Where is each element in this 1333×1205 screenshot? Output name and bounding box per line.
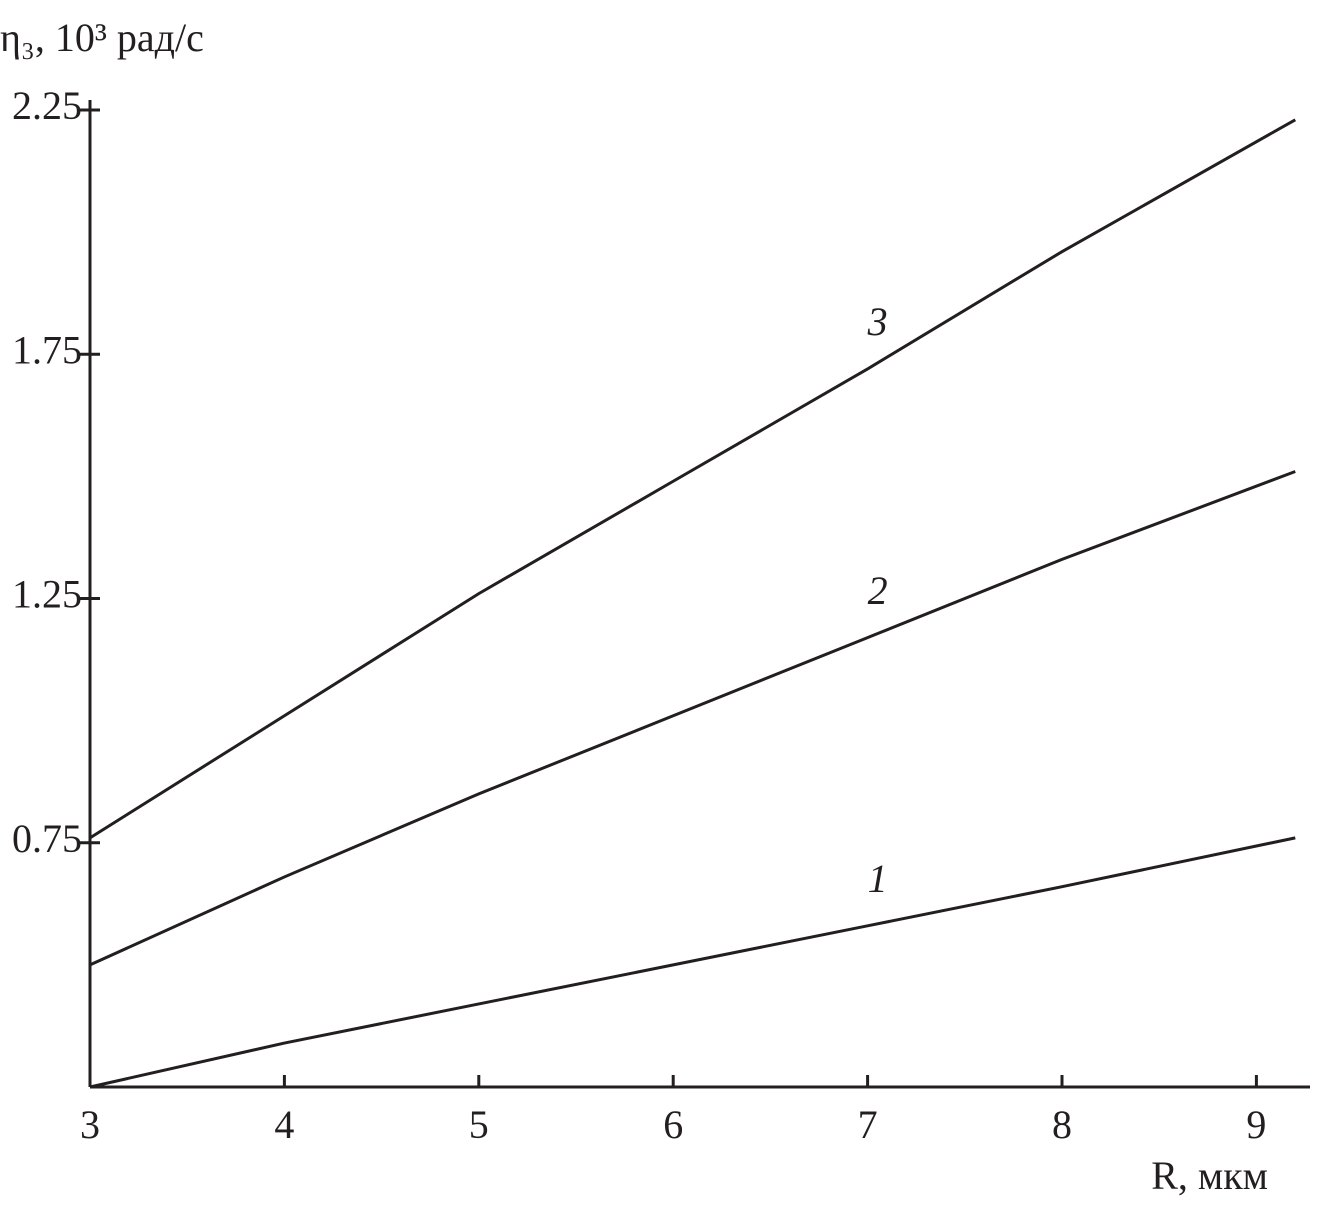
x-tick-label: 6 xyxy=(663,1102,683,1147)
x-tick-label: 9 xyxy=(1246,1102,1266,1147)
y-tick-label: 1.25 xyxy=(12,572,82,617)
y-tick-label: 1.75 xyxy=(12,327,82,372)
x-axis-label: R, мкм xyxy=(1151,1153,1268,1198)
x-tick-label: 7 xyxy=(858,1102,878,1147)
x-tick-label: 8 xyxy=(1052,1102,1072,1147)
y-tick-label: 2.25 xyxy=(12,83,82,128)
y-tick-label: 0.75 xyxy=(12,816,82,861)
y-axis-label: η₃, 10³ рад/с xyxy=(0,15,204,60)
series-label: 3 xyxy=(867,299,888,344)
x-tick-label: 5 xyxy=(469,1102,489,1147)
x-tick-label: 4 xyxy=(274,1102,294,1147)
series-line xyxy=(89,836,1296,1089)
series-label: 1 xyxy=(868,856,888,901)
series-line xyxy=(89,470,1296,967)
x-tick-label: 3 xyxy=(80,1102,100,1147)
series-label: 2 xyxy=(868,568,888,613)
series-line xyxy=(89,118,1297,840)
